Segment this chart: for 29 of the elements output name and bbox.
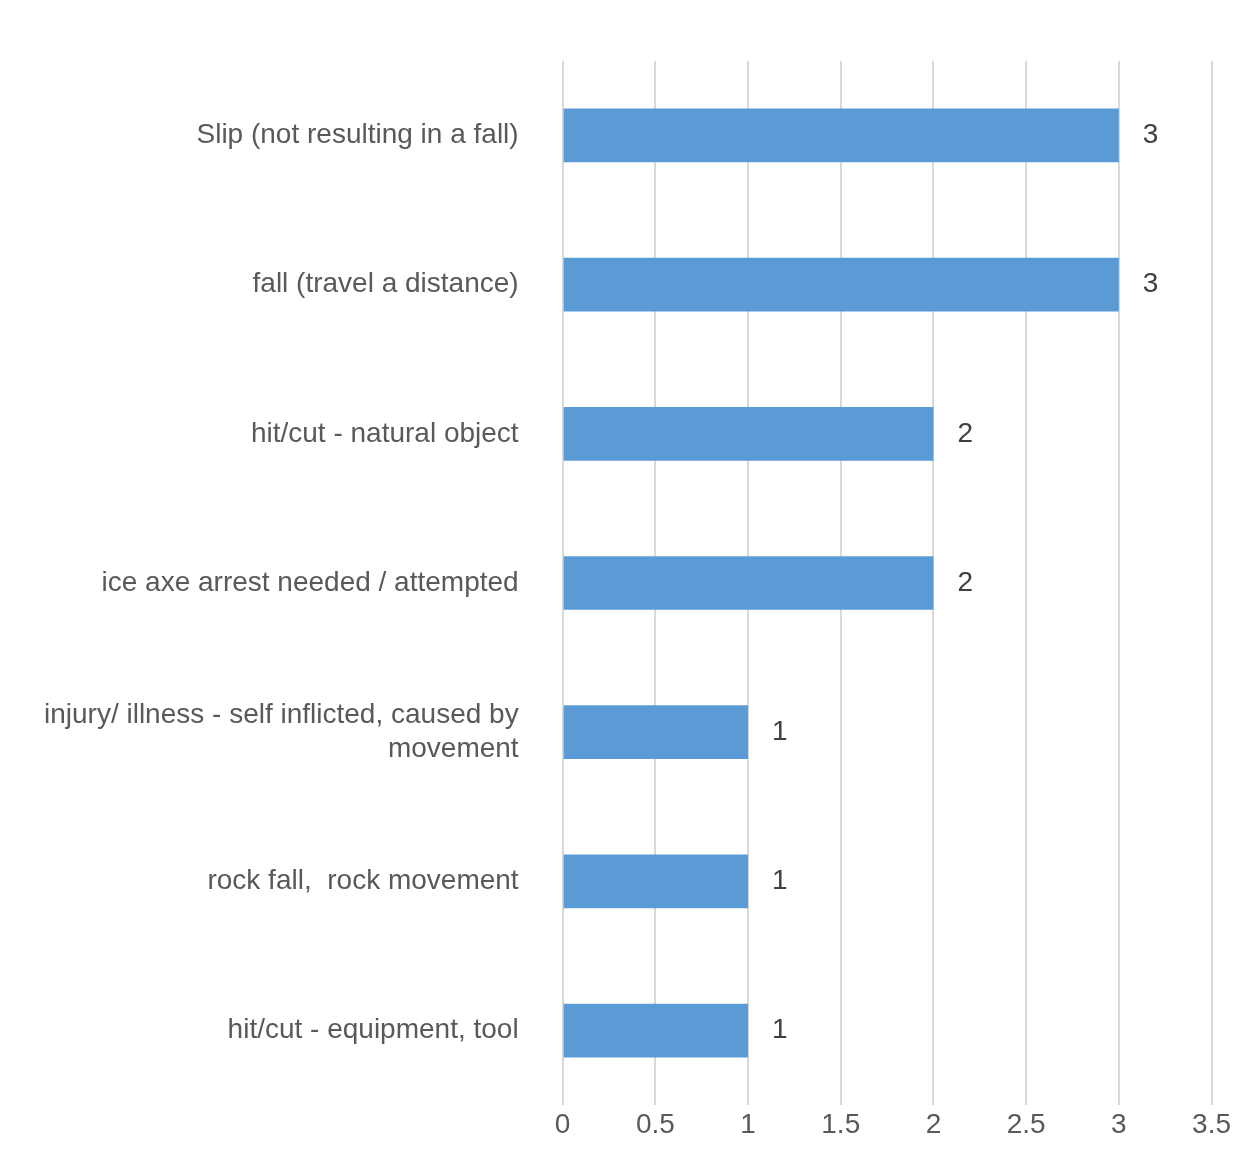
bar: [563, 854, 749, 909]
x-tick-label: 1: [740, 1107, 756, 1139]
x-tick-label: 0: [554, 1107, 571, 1139]
x-tick-label: 3.5: [1192, 1107, 1232, 1139]
bar: [563, 556, 934, 610]
x-tick-label: 0.5: [635, 1107, 675, 1139]
y-tick-label: hit/cut - equipment, tool: [227, 1013, 519, 1045]
data-label: 1: [772, 714, 788, 746]
bar: [563, 406, 934, 461]
y-tick-label: hit/cut - natural object: [250, 416, 519, 448]
x-tick-label: 2: [925, 1107, 942, 1139]
data-label: 2: [957, 565, 974, 597]
bar: [563, 257, 1119, 312]
data-label: 3: [1142, 267, 1159, 299]
data-label: 2: [957, 416, 974, 448]
y-tick-label: injury/ illness - self inflicted, caused by movement: [43, 698, 519, 763]
bar: [563, 705, 749, 760]
bar: [563, 108, 1119, 163]
data-label: 3: [1142, 118, 1159, 150]
x-tick-label: 2.5: [1006, 1107, 1046, 1139]
data-label: 1: [772, 1013, 788, 1045]
data-label: 1: [772, 864, 788, 896]
x-tick-label: 1.5: [821, 1107, 861, 1139]
y-tick-label: Slip (not resulting in a fall): [196, 118, 519, 150]
y-tick-label: rock fall, rock movement: [207, 864, 519, 896]
x-tick-label: 3: [1111, 1107, 1127, 1139]
y-tick-label: fall (travel a distance): [252, 267, 519, 299]
bar: [563, 1003, 749, 1058]
y-tick-label: ice axe arrest needed / attempted: [101, 565, 519, 597]
